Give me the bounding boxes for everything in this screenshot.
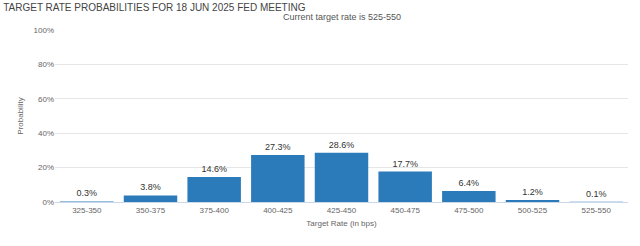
svg-text:0%: 0% bbox=[42, 198, 54, 207]
svg-text:80%: 80% bbox=[38, 60, 54, 69]
svg-text:500-525: 500-525 bbox=[518, 206, 548, 215]
svg-text:525-550: 525-550 bbox=[581, 206, 611, 215]
svg-text:400-425: 400-425 bbox=[263, 206, 293, 215]
svg-text:17.7%: 17.7% bbox=[392, 159, 418, 169]
svg-text:350-375: 350-375 bbox=[136, 206, 166, 215]
svg-text:1.2%: 1.2% bbox=[522, 187, 543, 197]
svg-text:20%: 20% bbox=[38, 163, 54, 172]
svg-text:0.1%: 0.1% bbox=[586, 189, 607, 199]
svg-text:Probability: Probability bbox=[16, 97, 25, 134]
svg-text:0.3%: 0.3% bbox=[77, 188, 98, 198]
svg-text:Current target rate is 525-550: Current target rate is 525-550 bbox=[283, 12, 401, 22]
svg-text:14.6%: 14.6% bbox=[201, 164, 227, 174]
svg-text:Target Rate (in bps): Target Rate (in bps) bbox=[306, 219, 377, 228]
svg-text:TARGET RATE PROBABILITIES FOR: TARGET RATE PROBABILITIES FOR 18 JUN 202… bbox=[3, 2, 306, 13]
svg-text:40%: 40% bbox=[38, 129, 54, 138]
svg-text:450-475: 450-475 bbox=[390, 206, 420, 215]
svg-text:100%: 100% bbox=[34, 26, 54, 35]
svg-text:6.4%: 6.4% bbox=[459, 178, 480, 188]
svg-text:425-450: 425-450 bbox=[327, 206, 357, 215]
svg-text:27.3%: 27.3% bbox=[265, 142, 291, 152]
svg-text:325-350: 325-350 bbox=[72, 206, 102, 215]
svg-text:375-400: 375-400 bbox=[199, 206, 229, 215]
svg-text:3.8%: 3.8% bbox=[140, 182, 161, 192]
svg-text:475-500: 475-500 bbox=[454, 206, 484, 215]
svg-text:60%: 60% bbox=[38, 95, 54, 104]
svg-text:28.6%: 28.6% bbox=[329, 140, 355, 150]
